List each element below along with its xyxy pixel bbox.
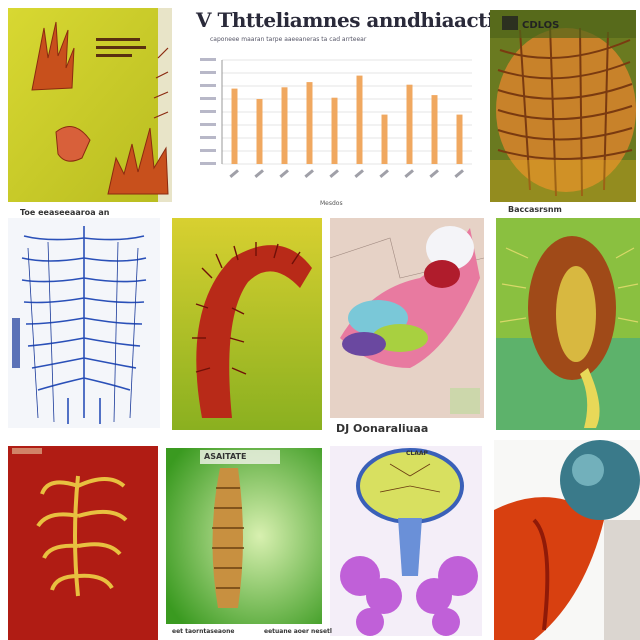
y-tick-label — [200, 97, 216, 100]
red-tentacle-icon — [172, 218, 322, 430]
teal-sphere-icon — [494, 440, 640, 640]
x-tick-label — [404, 169, 414, 178]
bar-chart — [200, 58, 472, 178]
x-tick-label — [304, 169, 314, 178]
chart-title: V Thtteliamnes anndhiaaction — [196, 8, 521, 32]
x-tick-label — [254, 169, 264, 178]
vertebra-icon — [8, 446, 158, 640]
caption-blue-tile: Toe eeaseeaaroa an — [20, 208, 110, 217]
x-tick-label — [354, 169, 364, 178]
blue-fiber-diagram-icon — [8, 218, 160, 428]
caption-bottom-green: eet taorntaseaone — [172, 628, 235, 635]
y-tick-label — [200, 162, 216, 165]
x-tick-label — [429, 169, 439, 178]
bar — [431, 95, 438, 164]
tile-purple-flower — [330, 446, 482, 636]
tile-red-tentacle — [172, 218, 322, 430]
x-tick-label — [379, 169, 389, 178]
y-tick-label — [200, 136, 216, 139]
bar — [231, 88, 238, 164]
y-tick-label — [200, 110, 216, 113]
caption-right-tile: Baccasrsnm — [508, 205, 562, 214]
tile-hand-sculpture — [330, 218, 484, 418]
fibrous-organism-icon: CDLOS — [490, 10, 636, 202]
tile-teal-sphere — [494, 440, 640, 640]
chart-x-axis-label: Mesdos — [320, 200, 343, 207]
bar — [331, 97, 338, 164]
caterpillar-icon — [166, 448, 322, 624]
y-tick-label — [200, 71, 216, 74]
y-tick-label — [200, 149, 216, 152]
bar — [306, 82, 313, 164]
bar — [456, 114, 463, 164]
purple-flower-diagram-icon — [330, 446, 482, 636]
spiked-pod-icon — [496, 218, 640, 430]
y-tick-label — [200, 84, 216, 87]
x-tick-label — [454, 169, 464, 178]
bar — [381, 114, 388, 164]
y-tick-label — [200, 123, 216, 126]
caption-purple-tile: CLAAP — [406, 450, 428, 457]
hand-sculpture-icon — [330, 218, 484, 418]
tile-spiked-pod — [496, 218, 640, 430]
caption-hand-tile: DJ Oonaraliuaa — [336, 422, 429, 435]
tile-vertebra — [8, 446, 158, 640]
tile-caterpillar — [166, 448, 322, 624]
caption-green-tile-top: ASAITATE — [204, 452, 247, 461]
badge-text: CDLOS — [522, 20, 559, 31]
tile-fibrous-organism: CDLOS — [490, 10, 636, 202]
bar — [281, 87, 288, 164]
caption-bottom-purple: eetuane aoer nesetl — [264, 628, 332, 635]
coral-illustration-icon — [8, 8, 172, 202]
tile-coral-yellow — [8, 8, 172, 202]
y-tick-label — [200, 58, 216, 61]
tile-blue-fibers — [8, 218, 160, 428]
bar — [406, 84, 413, 164]
x-tick-label — [279, 169, 289, 178]
x-tick-label — [329, 169, 339, 178]
bar — [356, 75, 363, 164]
bar — [256, 99, 263, 164]
chart-subtitle: caponeee maaran tarpe aaeeaneras ta cad … — [210, 36, 367, 43]
x-tick-label — [229, 169, 239, 178]
